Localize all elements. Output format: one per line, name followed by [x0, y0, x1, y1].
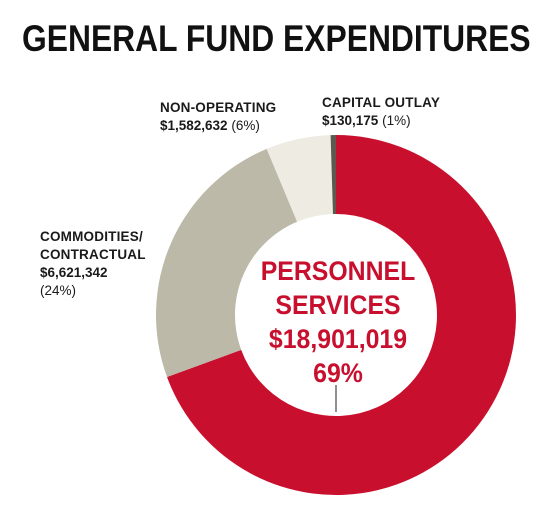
commodities-amount: $6,621,342: [40, 265, 108, 280]
donut-slices: [155, 135, 517, 495]
non-operating-label: NON-OPERATING: [160, 100, 277, 115]
personnel-label-line2: SERVICES: [275, 290, 401, 320]
personnel-center-label: PERSONNEL SERVICES $18,901,019 69%: [248, 254, 428, 390]
callout-commodities: COMMODITIES/ CONTRACTUAL $6,621,342 (24%…: [40, 228, 146, 300]
capital-outlay-percent: (1%): [382, 113, 411, 128]
personnel-percent: 69%: [313, 358, 363, 388]
personnel-label-line1: PERSONNEL: [260, 256, 416, 286]
non-operating-percent: (6%): [231, 118, 260, 133]
non-operating-amount: $1,582,632: [160, 118, 228, 133]
slice-non-operating: [266, 135, 333, 222]
slice-commodities-contractual: [155, 148, 298, 378]
chart-title: GENERAL FUND EXPENDITURES: [22, 18, 531, 59]
personnel-amount: $18,901,019: [268, 324, 408, 354]
callout-non-operating: NON-OPERATING $1,582,632 (6%): [160, 99, 276, 135]
capital-outlay-amount: $130,175: [322, 113, 379, 128]
commodities-label-line2: CONTRACTUAL: [40, 247, 146, 262]
slice-capital-outlay: [330, 135, 336, 215]
commodities-label-line1: COMMODITIES/: [40, 229, 143, 244]
commodities-percent: (24%): [40, 283, 77, 298]
slice-personnel-services: [167, 135, 517, 495]
callout-capital-outlay: CAPITAL OUTLAY $130,175 (1%): [322, 94, 440, 130]
capital-outlay-label: CAPITAL OUTLAY: [322, 95, 441, 110]
